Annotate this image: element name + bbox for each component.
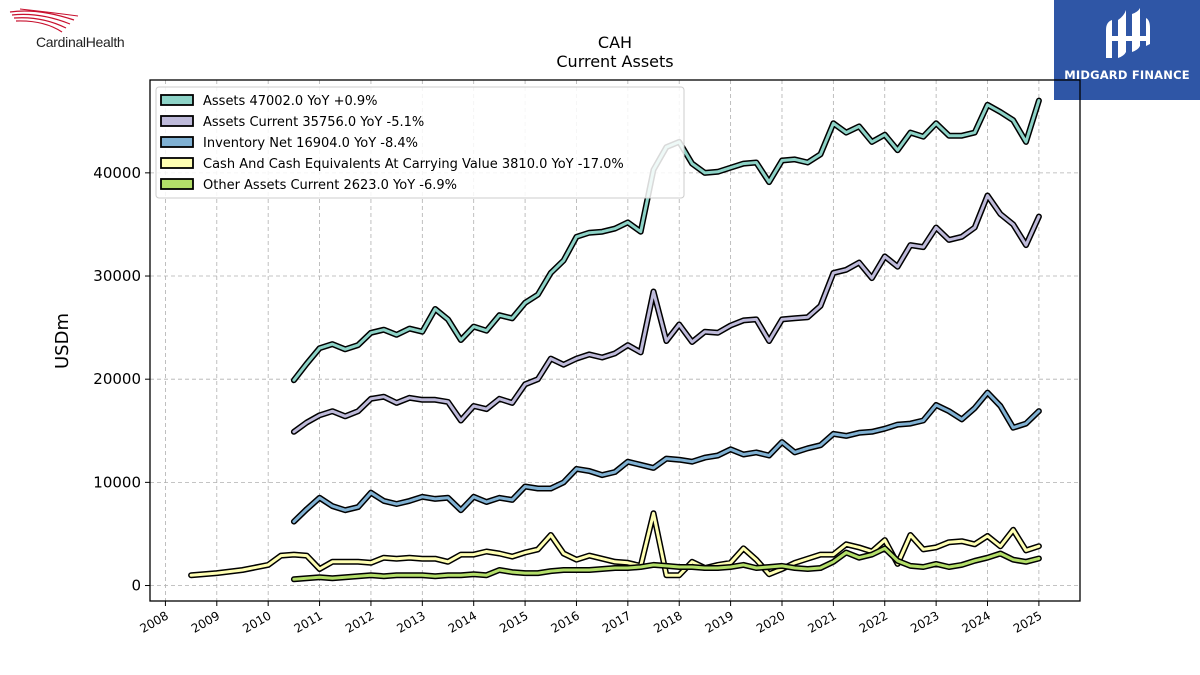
x-tick-label: 2009 — [189, 608, 222, 635]
plot-frame — [149, 79, 1081, 602]
legend-swatch-1 — [160, 115, 194, 127]
series-line-4 — [292, 546, 1041, 581]
legend-label-2: Inventory Net 16904.0 YoY -8.4% — [203, 136, 418, 151]
x-axis-ticks: 2008 2009 2010 2011 2012 2013 2014 2015 2016 2017… — [137, 601, 1044, 636]
series-line-2 — [292, 391, 1041, 524]
x-tick-label: 2015 — [497, 608, 530, 635]
x-tick-label: 2018 — [651, 608, 684, 635]
midgard-emblem-icon — [1106, 8, 1150, 58]
legend-swatch-3 — [160, 157, 194, 169]
x-tick-label: 2012 — [343, 608, 376, 635]
legend-box — [155, 86, 685, 199]
y-tick-label: 40000 — [93, 164, 141, 182]
x-tick-label: 2024 — [960, 608, 993, 635]
y-tick-label: 20000 — [93, 370, 141, 388]
midgard-finance-logo: MIDGARD FINANCE — [1054, 0, 1200, 100]
x-tick-label: 2022 — [857, 608, 890, 635]
x-tick-label: 2014 — [446, 608, 479, 635]
right-logo-text: MIDGARD FINANCE — [1064, 68, 1190, 82]
series-outline-1 — [290, 192, 1042, 435]
y-axis-label: USDm — [52, 313, 73, 369]
x-tick-label: 2025 — [1011, 608, 1044, 635]
left-logo-text: CardinalHealth — [36, 34, 125, 50]
y-tick-label: 30000 — [93, 267, 141, 285]
x-tick-label: 2013 — [394, 608, 427, 635]
chart-title: CAH — [598, 33, 632, 52]
legend-label-1: Assets Current 35756.0 YoY -5.1% — [203, 115, 424, 130]
legend-swatch-2 — [160, 136, 194, 148]
legend-swatch-0 — [160, 94, 194, 106]
series-line-3 — [189, 511, 1041, 577]
legend: Assets 47002.0 YoY +0.9% Assets Current 3… — [155, 86, 685, 199]
cardinal-swoosh-icon — [9, 8, 79, 33]
x-tick-label: 2023 — [908, 608, 941, 635]
cardinal-health-logo: CardinalHealth — [8, 6, 138, 56]
chart-subtitle: Current Assets — [556, 52, 673, 71]
x-tick-label: 2021 — [805, 608, 838, 635]
legend-label-0: Assets 47002.0 YoY +0.9% — [203, 94, 378, 109]
legend-swatch-4 — [160, 178, 194, 190]
x-tick-label: 2008 — [137, 608, 170, 635]
x-tick-label: 2010 — [240, 608, 273, 635]
legend-label-3: Cash And Cash Equivalents At Carrying Va… — [203, 157, 624, 172]
series-line-1 — [292, 194, 1041, 434]
x-tick-label: 2016 — [549, 608, 582, 635]
x-tick-label: 2019 — [703, 608, 736, 635]
x-tick-label: 2017 — [600, 608, 633, 635]
y-tick-label: 0 — [131, 577, 141, 595]
legend-label-4: Other Assets Current 2623.0 YoY -6.9% — [203, 178, 457, 193]
y-axis-ticks: 0 10000 20000 30000 40000 — [93, 164, 150, 595]
x-tick-label: 2011 — [292, 608, 325, 635]
y-tick-label: 10000 — [93, 473, 141, 491]
x-tick-label: 2020 — [754, 608, 787, 635]
